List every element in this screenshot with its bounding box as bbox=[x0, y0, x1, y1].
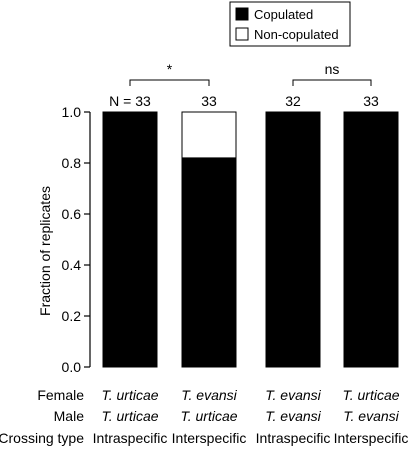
n-label: 33 bbox=[201, 93, 217, 109]
crossing-cell: Interspecific bbox=[334, 430, 409, 446]
legend-swatch bbox=[235, 27, 249, 41]
comparison-label: ns bbox=[325, 61, 340, 77]
bar-copulated-1 bbox=[102, 111, 158, 368]
n-label: 33 bbox=[363, 93, 379, 109]
n-label: 32 bbox=[285, 93, 301, 109]
male-cell: T. urticae bbox=[101, 408, 158, 424]
comparison-bracket bbox=[129, 79, 210, 86]
legend-label: Non-copulated bbox=[254, 27, 339, 42]
female-cell: T. evansi bbox=[265, 387, 321, 403]
legend-label: Copulated bbox=[254, 7, 313, 22]
y-axis: 0.0 0.2 0.4 0.6 0.8 1.0 bbox=[62, 104, 91, 375]
female-cell: T. urticae bbox=[101, 387, 158, 403]
category-rows: Female T. urticae T. evansi T. evansi T. urt… bbox=[0, 387, 408, 446]
y-tick-label: 0.4 bbox=[62, 257, 82, 273]
female-cell: T. urticae bbox=[342, 387, 399, 403]
female-cell: T. evansi bbox=[181, 387, 237, 403]
y-tick-label: 0.0 bbox=[62, 359, 82, 375]
crossing-row-label: Crossing type bbox=[0, 430, 84, 446]
y-tick-label: 0.2 bbox=[62, 308, 82, 324]
y-axis-label: Fraction of replicates bbox=[37, 186, 53, 316]
y-tick-label: 0.8 bbox=[62, 155, 82, 171]
male-cell: T. urticae bbox=[180, 408, 237, 424]
male-row-label: Male bbox=[54, 408, 85, 424]
bar-copulated-4 bbox=[343, 111, 399, 368]
y-tick-label: 0.6 bbox=[62, 206, 82, 222]
comparison-bracket bbox=[292, 79, 372, 86]
legend-swatch bbox=[235, 7, 249, 21]
n-label: N = 33 bbox=[109, 93, 151, 109]
bars bbox=[102, 111, 399, 368]
comparison-label: * bbox=[167, 61, 173, 77]
male-cell: T. evansi bbox=[343, 408, 399, 424]
male-cell: T. evansi bbox=[265, 408, 321, 424]
bar-copulated-2 bbox=[181, 157, 237, 368]
legend-box bbox=[229, 1, 351, 47]
y-tick-label: 1.0 bbox=[62, 104, 82, 120]
crossing-cell: Interspecific bbox=[172, 430, 247, 446]
bar-copulated-3 bbox=[265, 111, 321, 368]
crossing-cell: Intraspecific bbox=[256, 430, 331, 446]
significance-brackets: * ns bbox=[129, 61, 372, 86]
crossing-cell: Intraspecific bbox=[93, 430, 168, 446]
female-row-label: Female bbox=[37, 387, 84, 403]
legend: Copulated Non-copulated bbox=[229, 1, 351, 47]
sample-size-labels: N = 33 33 32 33 bbox=[109, 93, 379, 109]
bar-non-copulated-2 bbox=[181, 111, 237, 159]
